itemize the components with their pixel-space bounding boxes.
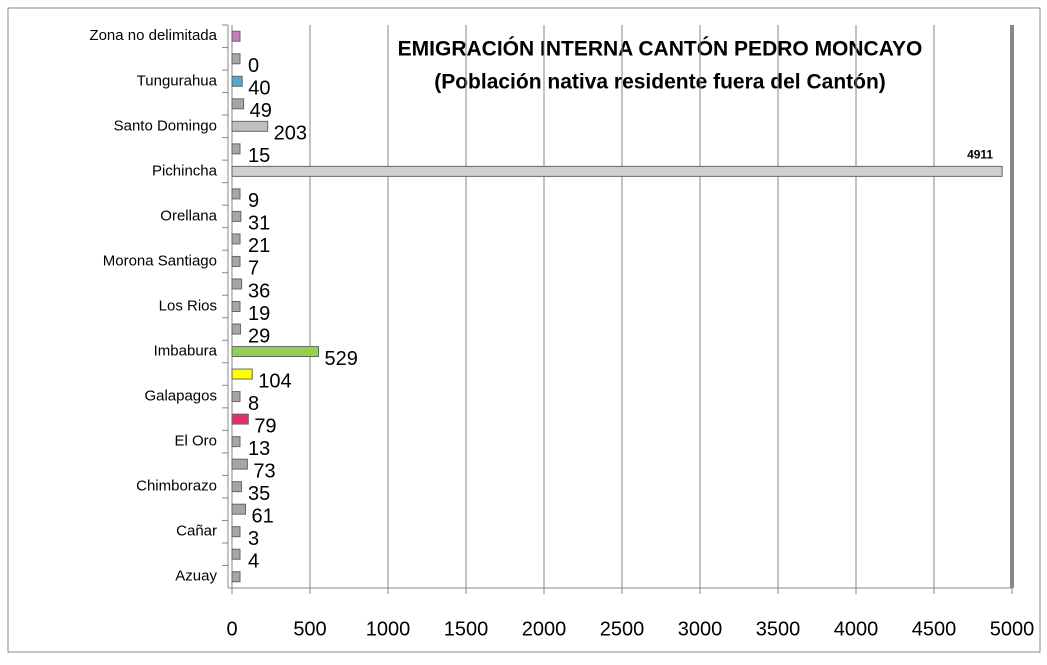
bar [231,75,243,87]
data-label: 4911 [967,148,993,162]
chart-title: EMIGRACIÓN INTERNA CANTÓN PEDRO MONCAYO [398,37,923,61]
chart-frame [7,7,1041,653]
x-tick-label: 5000 [990,618,1035,640]
x-tick-label: 1000 [366,618,411,640]
y-tick-label: Morona Santiago [103,252,217,269]
bar [231,571,241,583]
bar [231,233,241,245]
bar [231,255,241,267]
bar [231,323,242,335]
bar [231,120,269,132]
y-tick-label: Azuay [175,568,217,585]
bar [231,526,241,538]
y-tick-label: Imbabura [154,343,218,360]
data-label: 40 [248,78,270,100]
data-label: 15 [248,145,270,167]
y-tick-label: Orellana [160,207,217,224]
data-label: 13 [248,438,270,460]
y-tick-label: Chimborazo [136,478,217,495]
data-label: 19 [248,303,270,325]
bar [231,548,241,560]
data-label: 49 [250,100,272,122]
data-label: 0 [248,55,259,77]
y-tick-label: Santo Domingo [114,117,217,134]
data-label: 7 [248,258,259,280]
data-label: 79 [254,415,276,437]
bar [231,165,1003,177]
data-label: 529 [325,348,358,370]
bar [231,503,247,515]
y-tick-label: Galapagos [144,388,217,405]
bar [231,143,241,155]
data-label: 35 [248,483,270,505]
x-tick-label: 500 [293,618,326,640]
y-tick-label: Zona no delimitada [89,27,217,44]
data-label: 203 [274,123,307,145]
data-label: 4 [248,551,259,573]
x-tick-label: 4500 [912,618,957,640]
data-label: 31 [248,213,270,235]
x-tick-label: 2000 [522,618,567,640]
y-tick-label: Pichincha [152,162,218,179]
x-tick-label: 3000 [678,618,723,640]
bar [231,368,253,380]
bar [231,436,241,448]
data-label: 104 [258,370,291,392]
bar [231,53,241,65]
data-label: 29 [248,325,270,347]
bar [231,481,242,493]
data-label: 73 [253,460,275,482]
bar [231,391,241,403]
y-tick-label: El Oro [174,433,217,450]
bar [231,30,241,42]
chart-subtitle: (Población nativa residente fuera del Ca… [434,71,886,94]
y-tick-label: Los Rios [159,297,217,314]
bar [231,413,249,425]
data-label: 21 [248,235,270,257]
bar [231,346,320,358]
data-label: 8 [248,393,259,415]
bar [231,458,248,470]
data-label: 36 [248,280,270,302]
y-tick-label: Tungurahua [137,72,218,89]
data-label: 61 [252,505,274,527]
bar [231,98,245,110]
bar [231,210,242,222]
data-label: 9 [248,190,259,212]
bar [231,278,243,290]
x-tick-label: 4000 [834,618,879,640]
bar [231,188,241,200]
x-tick-label: 2500 [600,618,645,640]
x-tick-label: 1500 [444,618,489,640]
data-label: 3 [248,528,259,550]
bar [231,301,241,312]
x-tick-label: 3500 [756,618,801,640]
y-tick-label: Cañar [176,523,217,540]
x-tick-label: 0 [226,618,237,640]
